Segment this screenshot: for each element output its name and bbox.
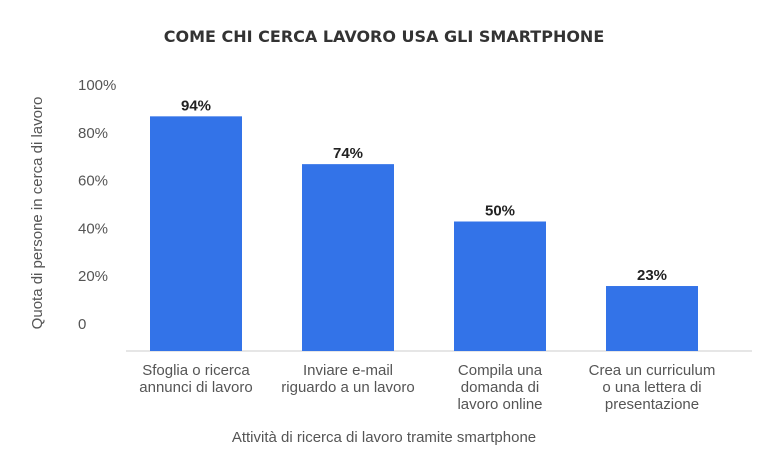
category-label: presentazione [605,396,699,413]
bar [606,286,698,351]
category-label: Sfoglia o ricerca [142,362,250,379]
chart-title: COME CHI CERCA LAVORO USA GLI SMARTPHONE [164,27,605,46]
category-label: Inviare e-mail [303,362,393,379]
y-tick-label: 0 [78,316,86,333]
category-label: domanda di [461,379,539,396]
bar [454,221,546,351]
category-label: lavoro online [457,396,542,413]
y-tick-label: 40% [78,220,108,237]
data-label: 50% [485,203,515,220]
data-label: 94% [181,97,211,114]
y-tick-label: 80% [78,125,108,142]
plot-area: 0 20% 40% 60% 80% 100% 94% Sfoglia o ricercaann… [78,77,752,413]
y-tick-label: 60% [78,173,108,190]
bar [302,164,394,351]
category-label: Crea un curriculum [589,362,716,379]
y-tick-label: 100% [78,77,116,94]
data-label: 74% [333,145,363,162]
category-label: Compila una [458,362,543,379]
y-axis-label: Quota di persone in cerca di lavoro [29,97,46,330]
x-axis-label: Attività di ricerca di lavoro tramite sm… [232,429,536,446]
category-label: riguardo a un lavoro [281,379,414,396]
category-label: o una lettera di [602,379,701,396]
bar [150,116,242,351]
y-tick-label: 20% [78,268,108,285]
category-label: annunci di lavoro [139,379,252,396]
data-label: 23% [637,267,667,284]
